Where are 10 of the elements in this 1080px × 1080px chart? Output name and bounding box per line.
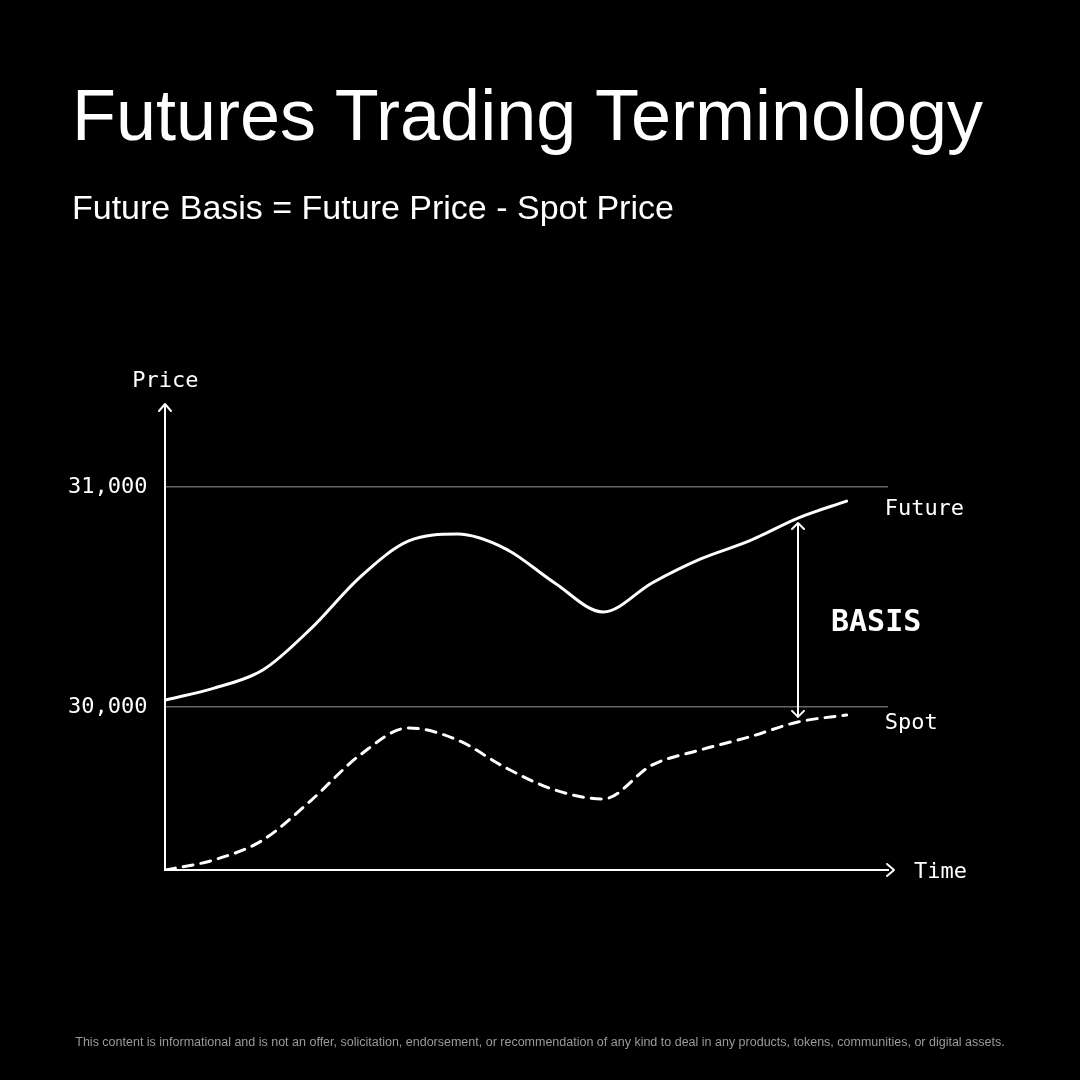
x-axis-title: Time	[914, 858, 967, 883]
annotation: BASIS	[830, 602, 922, 638]
series-label: Future	[884, 494, 965, 520]
text: This content is informational and is not an offer, solicitation, endorsement, or recommendation of any kind to deal in any products, tokens, communities, or digital assets.	[74, 1035, 1006, 1049]
y-tick-label: 30,000	[67, 692, 148, 718]
chart-title: Futures Trading Terminology	[72, 74, 984, 157]
chart-subtitle: Future Basis = Future Price - Spot Price	[72, 188, 674, 227]
y-axis-title: Price	[131, 367, 200, 392]
y-tick-label: 31,000	[67, 472, 148, 498]
series-label: Spot	[884, 708, 938, 734]
